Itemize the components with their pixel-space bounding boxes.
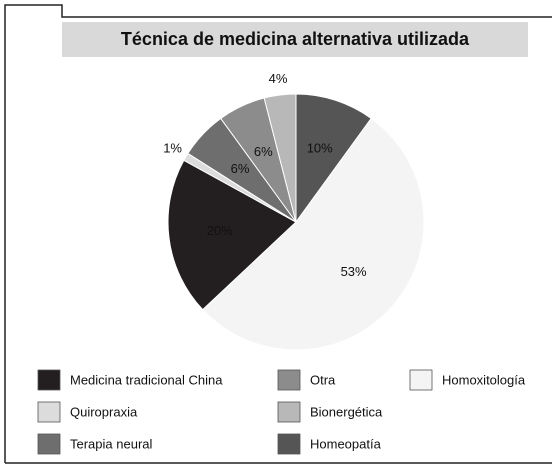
legend-swatch	[37, 401, 61, 423]
legend-label: Medicina tradicional China	[70, 372, 223, 387]
legend-label: Terapia neural	[70, 436, 152, 451]
slice-label: 10%	[307, 140, 333, 155]
slice-label: 1%	[163, 140, 182, 155]
slice-label: 6%	[254, 144, 273, 159]
legend-label: Quiropraxia	[70, 404, 138, 419]
slice-label: 20%	[207, 223, 233, 238]
legend-swatch	[277, 433, 301, 455]
slice-label: 4%	[269, 71, 288, 86]
legend-label: Homeopatía	[310, 436, 382, 451]
legend-swatch	[277, 401, 301, 423]
legend-swatch	[37, 369, 61, 391]
legend-label: Homoxitología	[442, 372, 526, 387]
slice-label: 53%	[341, 264, 367, 279]
legend-swatch	[277, 369, 301, 391]
legend-swatch	[409, 369, 433, 391]
legend-label: Bionergética	[310, 404, 383, 419]
legend-label: Otra	[310, 372, 336, 387]
slice-label: 6%	[231, 161, 250, 176]
pie-slice	[263, 93, 297, 223]
pie-slice	[295, 93, 372, 224]
legend-swatch	[37, 433, 61, 455]
chart-title: Técnica de medicina alternativa utilizad…	[121, 29, 470, 49]
frame	[4, 4, 552, 463]
pie-slice	[201, 117, 425, 351]
pie-slice	[167, 159, 297, 311]
title-box	[62, 22, 528, 57]
